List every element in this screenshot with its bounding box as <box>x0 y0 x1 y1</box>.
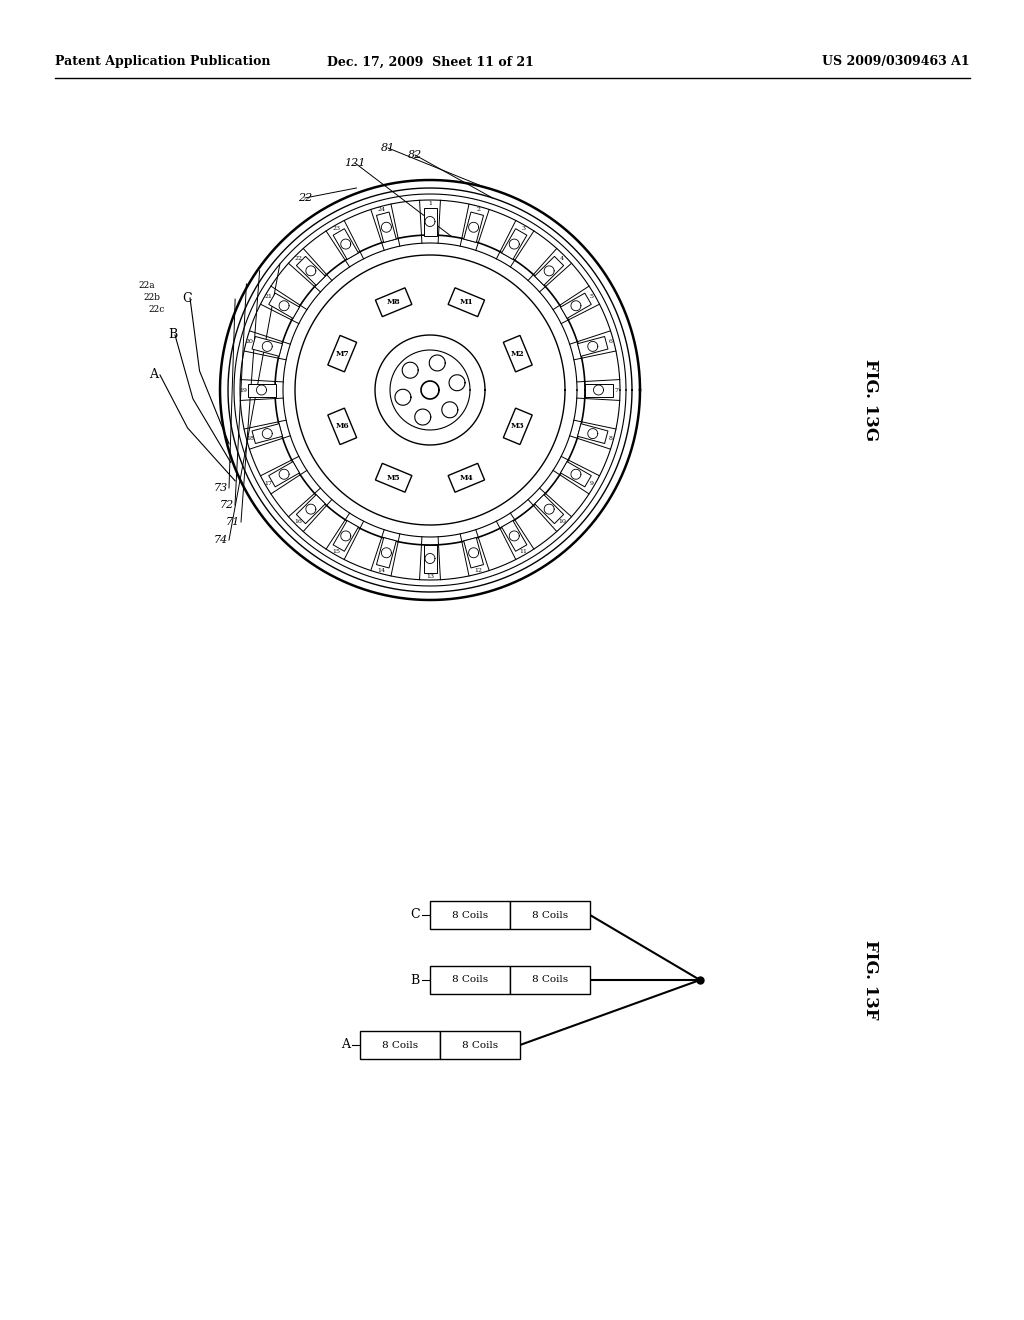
Polygon shape <box>328 335 356 372</box>
Text: Dec. 17, 2009  Sheet 11 of 21: Dec. 17, 2009 Sheet 11 of 21 <box>327 55 534 69</box>
Polygon shape <box>376 463 412 492</box>
Bar <box>360 1031 440 1059</box>
Text: 8: 8 <box>608 436 612 441</box>
Polygon shape <box>328 408 356 445</box>
Bar <box>430 902 510 929</box>
Text: 8 Coils: 8 Coils <box>462 1040 498 1049</box>
Text: 16: 16 <box>294 519 302 524</box>
Text: 8 Coils: 8 Coils <box>452 911 488 920</box>
Polygon shape <box>504 408 532 445</box>
Text: C: C <box>411 908 420 921</box>
Text: A: A <box>341 1039 350 1052</box>
Text: 14: 14 <box>378 568 386 573</box>
Text: 82: 82 <box>408 150 422 160</box>
Text: M6: M6 <box>336 422 349 430</box>
Polygon shape <box>376 288 412 317</box>
Polygon shape <box>535 256 563 285</box>
Polygon shape <box>585 384 612 396</box>
Text: 11: 11 <box>519 549 527 554</box>
Polygon shape <box>296 495 326 524</box>
Text: 6: 6 <box>608 339 612 345</box>
Polygon shape <box>296 256 326 285</box>
Text: 4: 4 <box>560 256 564 260</box>
Polygon shape <box>502 520 527 552</box>
Polygon shape <box>333 228 358 260</box>
Bar <box>440 1031 520 1059</box>
Polygon shape <box>449 288 484 317</box>
Text: C: C <box>182 292 193 305</box>
Polygon shape <box>252 337 283 356</box>
Text: 22: 22 <box>294 256 302 260</box>
Text: 19: 19 <box>240 388 248 392</box>
Polygon shape <box>464 537 483 568</box>
Text: 21: 21 <box>264 294 272 300</box>
Text: 72: 72 <box>220 500 234 510</box>
Text: M3: M3 <box>511 422 524 430</box>
Polygon shape <box>502 228 527 260</box>
Polygon shape <box>333 520 358 552</box>
Text: 8 Coils: 8 Coils <box>452 975 488 985</box>
Text: 3: 3 <box>521 226 525 231</box>
Polygon shape <box>464 213 483 243</box>
Text: Patent Application Publication: Patent Application Publication <box>55 55 270 69</box>
Text: 81: 81 <box>381 143 395 153</box>
Polygon shape <box>424 544 436 573</box>
Text: 24: 24 <box>378 207 386 213</box>
Polygon shape <box>424 207 436 235</box>
Text: M4: M4 <box>460 474 473 482</box>
Text: 71: 71 <box>225 517 240 527</box>
Text: 8 Coils: 8 Coils <box>531 975 568 985</box>
Polygon shape <box>268 462 299 487</box>
Text: 8 Coils: 8 Coils <box>382 1040 418 1049</box>
Text: 10: 10 <box>558 519 566 524</box>
Text: US 2009/0309463 A1: US 2009/0309463 A1 <box>822 55 970 69</box>
Text: 18: 18 <box>246 436 254 441</box>
Text: 2: 2 <box>476 207 480 213</box>
Text: 74: 74 <box>214 535 228 545</box>
Text: 22c: 22c <box>148 305 165 314</box>
Text: 121: 121 <box>344 158 366 168</box>
Polygon shape <box>252 424 283 444</box>
Text: M7: M7 <box>335 350 349 358</box>
Bar <box>510 966 590 994</box>
Text: 20: 20 <box>246 339 254 345</box>
Text: 8 Coils: 8 Coils <box>531 911 568 920</box>
Polygon shape <box>268 293 299 318</box>
Text: FIG. 13F: FIG. 13F <box>861 940 879 1020</box>
Text: A: A <box>150 368 158 381</box>
Text: FIG. 13G: FIG. 13G <box>861 359 879 441</box>
Polygon shape <box>449 463 484 492</box>
Text: B: B <box>169 329 178 342</box>
Polygon shape <box>535 495 563 524</box>
Text: 22b: 22b <box>143 293 160 301</box>
Text: 17: 17 <box>264 480 272 486</box>
Text: 7: 7 <box>614 388 618 392</box>
Polygon shape <box>560 462 591 487</box>
Text: 22a: 22a <box>138 281 155 289</box>
Text: M2: M2 <box>511 350 524 358</box>
Text: 22: 22 <box>298 193 312 203</box>
Text: M8: M8 <box>387 298 400 306</box>
Polygon shape <box>578 337 608 356</box>
Polygon shape <box>377 537 396 568</box>
Bar <box>430 966 510 994</box>
Bar <box>510 902 590 929</box>
Text: 73: 73 <box>214 483 228 492</box>
Polygon shape <box>578 424 608 444</box>
Text: M1: M1 <box>460 298 473 306</box>
Text: 1: 1 <box>428 201 432 206</box>
Polygon shape <box>560 293 591 318</box>
Polygon shape <box>377 213 396 243</box>
Text: 5: 5 <box>590 294 594 300</box>
Text: M5: M5 <box>387 474 400 482</box>
Text: 13: 13 <box>426 574 434 579</box>
Polygon shape <box>504 335 532 372</box>
Text: 12: 12 <box>474 568 482 573</box>
Text: 23: 23 <box>333 226 341 231</box>
Text: 9: 9 <box>590 480 594 486</box>
Polygon shape <box>248 384 275 396</box>
Text: 15: 15 <box>333 549 341 554</box>
Text: B: B <box>411 974 420 986</box>
